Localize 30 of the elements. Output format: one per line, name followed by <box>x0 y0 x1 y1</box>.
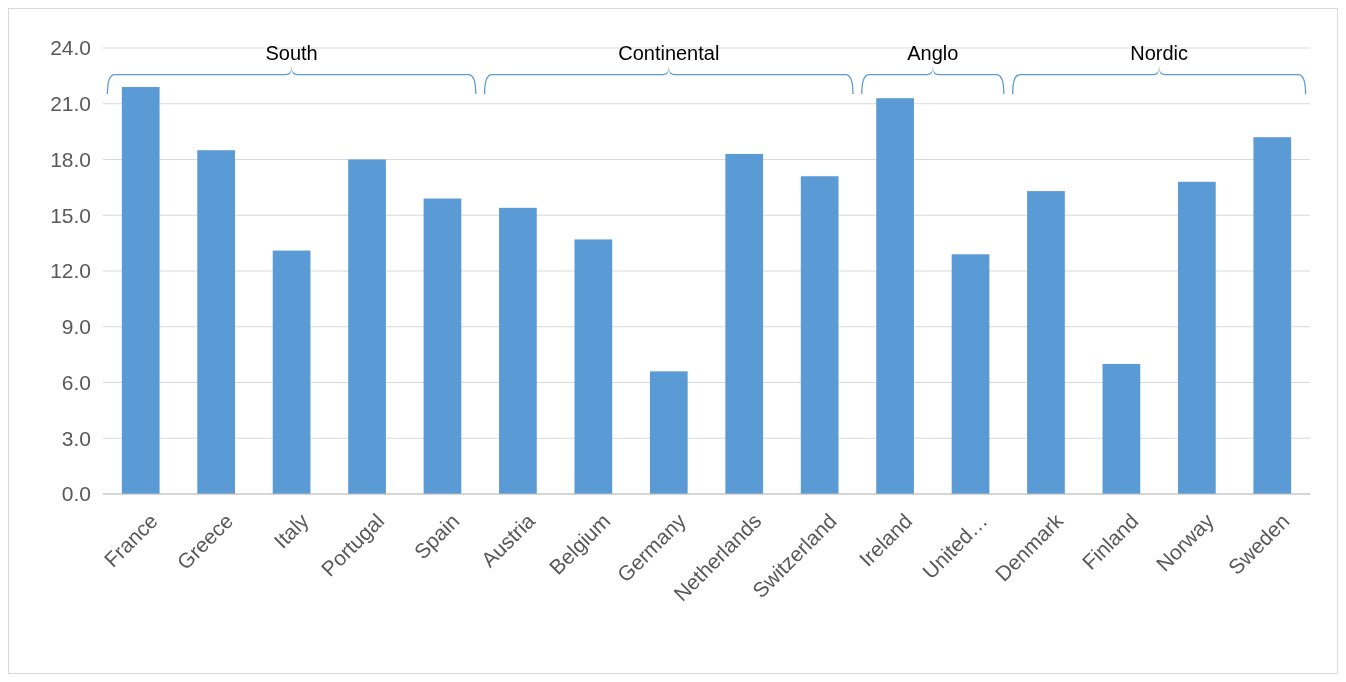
annotation: Anglo <box>907 42 959 64</box>
y-tick-label: 9.0 <box>61 315 91 339</box>
y-tick-label: 3.0 <box>61 426 91 450</box>
y-tick-label: 0.0 <box>61 482 91 506</box>
y-tick-label: 15.0 <box>50 203 91 227</box>
bar <box>423 198 462 494</box>
y-tick-label: 21.0 <box>50 92 91 116</box>
bar <box>725 153 764 494</box>
bar <box>876 98 914 494</box>
bar <box>1253 137 1292 494</box>
bar <box>272 250 311 494</box>
bar <box>1102 363 1141 494</box>
annotation: Continental <box>618 42 720 64</box>
bar <box>800 176 839 494</box>
bar <box>574 239 613 494</box>
bar <box>197 150 236 494</box>
x-tick-label: Italy <box>269 508 314 553</box>
bar <box>121 87 160 494</box>
bar <box>348 159 386 494</box>
bar <box>499 207 537 494</box>
y-tick-label: 24.0 <box>50 36 91 60</box>
bar <box>951 254 990 494</box>
bar <box>1177 181 1216 494</box>
annotation: South <box>265 42 318 64</box>
y-tick-label: 12.0 <box>50 259 91 283</box>
y-tick-label: 6.0 <box>61 370 91 394</box>
annotation: Nordic <box>1130 42 1189 64</box>
bar <box>1027 191 1065 494</box>
y-tick-label: 18.0 <box>50 147 91 171</box>
bar <box>649 371 688 494</box>
